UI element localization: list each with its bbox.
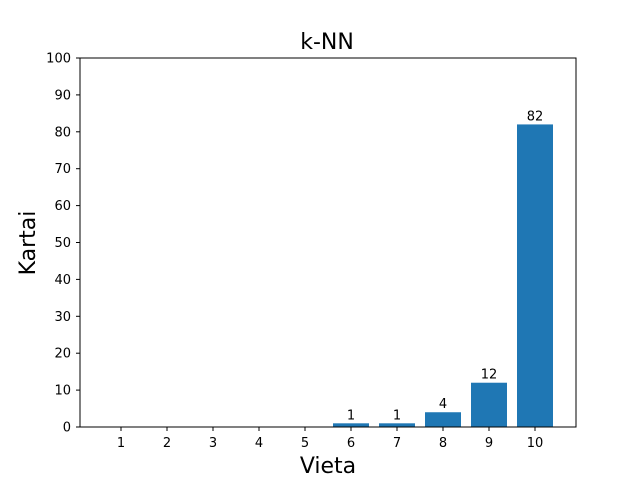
x-tick-label: 5 (301, 436, 309, 451)
plot-frame (79, 57, 577, 428)
x-tick-label: 8 (439, 436, 447, 451)
x-tick-label: 3 (209, 436, 217, 451)
y-tick-label: 80 (54, 125, 71, 140)
data-label-7: 1 (393, 408, 401, 423)
y-tick-label: 40 (54, 273, 71, 288)
x-tick-label: 2 (163, 436, 171, 451)
x-tick-label: 4 (255, 436, 263, 451)
data-label-6: 1 (347, 408, 355, 423)
y-tick-label: 70 (54, 162, 71, 177)
y-tick-label: 10 (54, 384, 71, 399)
x-tick-label: 9 (485, 436, 493, 451)
bar-8 (425, 412, 461, 427)
y-axis-title: Kartai (16, 211, 41, 276)
x-tick-label: 6 (347, 436, 355, 451)
data-label-9: 12 (481, 368, 498, 383)
y-tick-label: 0 (63, 421, 71, 436)
chart-title: k-NN (300, 30, 354, 55)
x-tick-label: 7 (393, 436, 401, 451)
y-tick-label: 50 (54, 236, 71, 251)
x-tick-label: 10 (527, 436, 544, 451)
x-tick-label: 1 (117, 436, 125, 451)
data-label-10: 82 (527, 109, 544, 124)
bar-6 (333, 423, 369, 427)
data-label-8: 4 (439, 397, 447, 412)
x-axis-title: Vieta (300, 454, 356, 479)
y-tick-label: 100 (46, 52, 71, 67)
bar-9 (471, 382, 507, 427)
bar-7 (379, 423, 415, 427)
y-tick-label: 90 (54, 88, 71, 103)
y-tick-label: 30 (54, 310, 71, 325)
bar-10 (517, 124, 553, 428)
y-tick-label: 60 (54, 199, 71, 214)
y-tick-label: 20 (54, 347, 71, 362)
